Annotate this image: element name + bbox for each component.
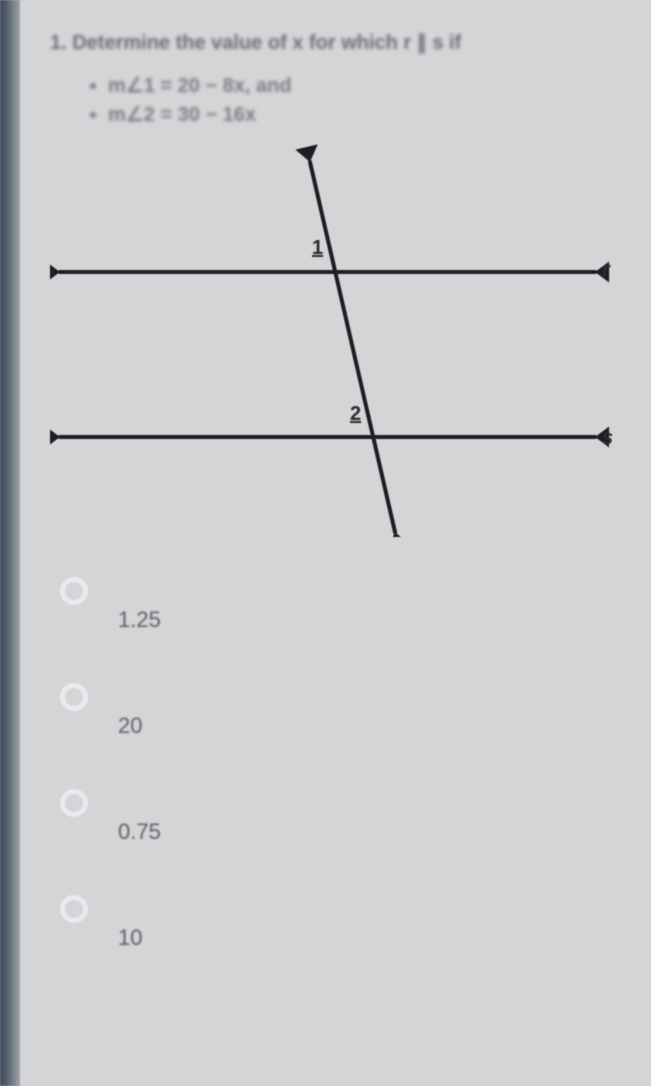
bullet-2: m∠2 = 30 − 16x: [90, 102, 631, 127]
option-2-label: 20: [118, 713, 142, 739]
bullet-1-text: m∠1 = 20 − 8x, and: [108, 73, 292, 98]
bullet-dot-icon: [90, 112, 96, 118]
left-edge-strip: [0, 0, 20, 1086]
radio-icon[interactable]: [60, 895, 88, 923]
option-1[interactable]: 1.25: [60, 577, 631, 633]
bullet-dot-icon: [90, 83, 96, 89]
bullet-1: m∠1 = 20 − 8x, and: [90, 73, 631, 98]
question-title: 1. Determine the value of x for which r …: [50, 30, 631, 55]
radio-icon[interactable]: [60, 789, 88, 817]
option-4[interactable]: 10: [60, 895, 631, 951]
option-3-label: 0.75: [118, 819, 161, 845]
given-conditions: m∠1 = 20 − 8x, and m∠2 = 30 − 16x: [90, 73, 631, 127]
radio-icon[interactable]: [60, 577, 88, 605]
bullet-2-text: m∠2 = 30 − 16x: [108, 102, 256, 127]
option-2[interactable]: 20: [60, 683, 631, 739]
angle-1-label: 1: [312, 237, 323, 260]
page-container: 1. Determine the value of x for which r …: [20, 0, 651, 1086]
option-4-label: 10: [118, 925, 142, 951]
angle-2-label: 2: [350, 403, 361, 426]
geometry-diagram: r s 1 2: [50, 137, 610, 537]
answer-options: 1.25 20 0.75 10: [60, 577, 631, 951]
option-3[interactable]: 0.75: [60, 789, 631, 845]
option-1-label: 1.25: [118, 607, 161, 633]
line-s-label: s: [602, 427, 613, 450]
line-r-label: r: [602, 259, 610, 282]
diagram-svg: [50, 137, 610, 537]
radio-icon[interactable]: [60, 683, 88, 711]
